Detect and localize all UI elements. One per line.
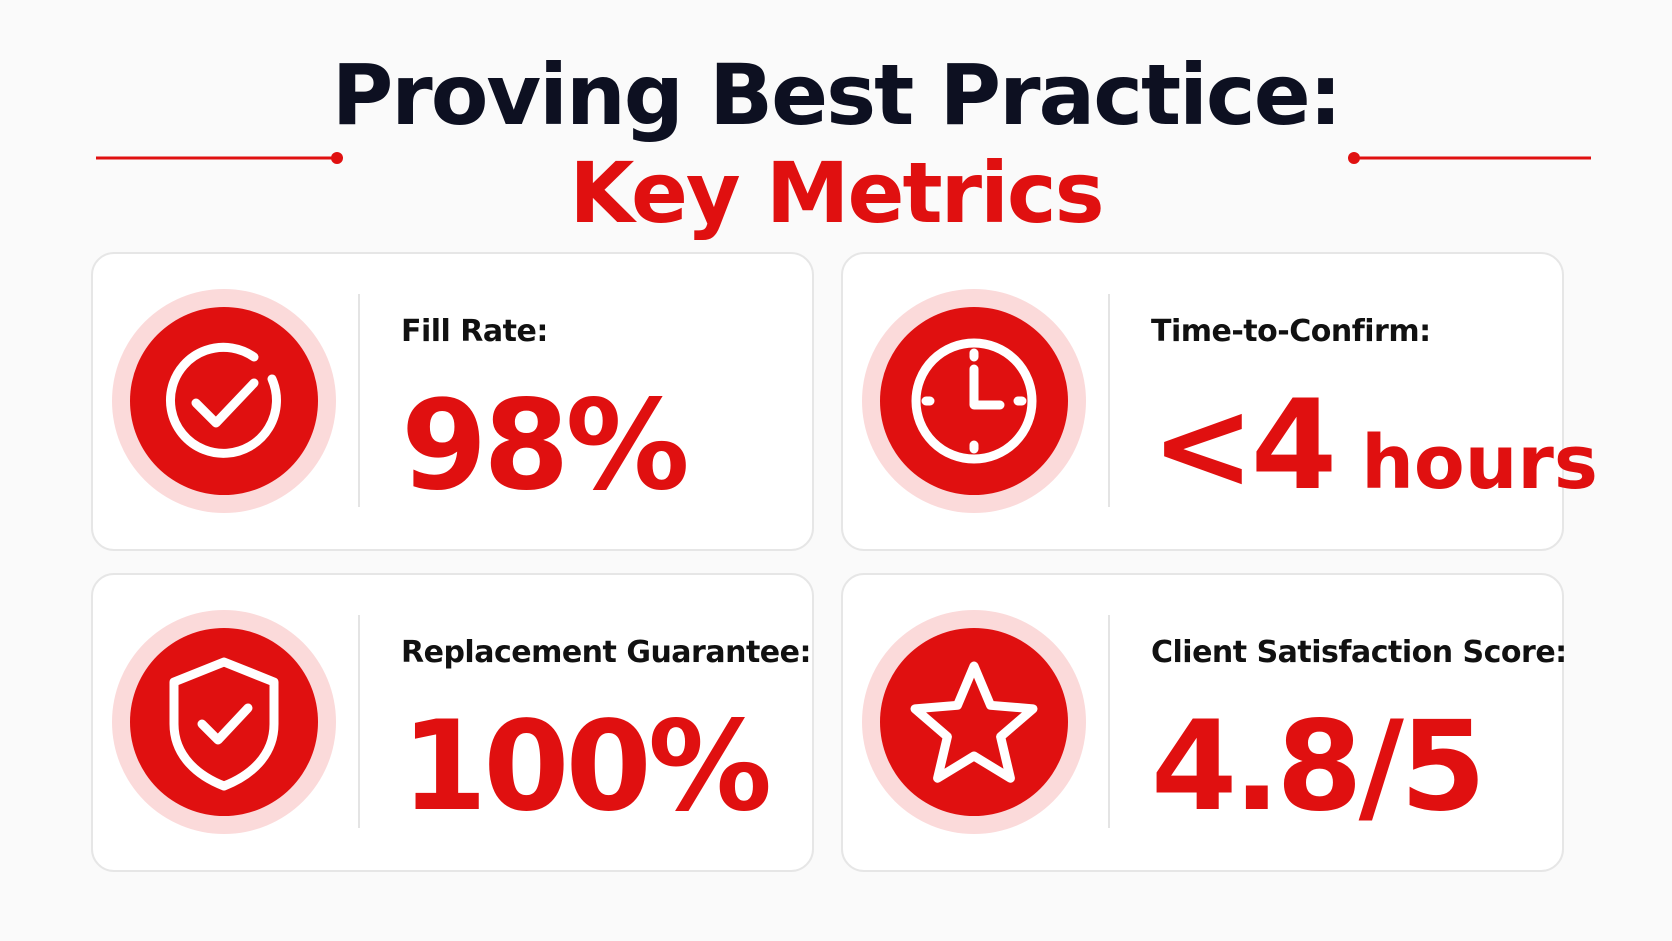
metric-label: Replacement Guarantee: <box>401 635 811 670</box>
icon-check <box>197 703 253 745</box>
metric-label: Time-to-Confirm: <box>1151 314 1431 349</box>
icon-star <box>910 661 1038 783</box>
metric-unit: hours <box>1361 420 1598 506</box>
icon-shield <box>169 657 279 791</box>
icon <box>169 657 279 791</box>
metric-label: Fill Rate: <box>401 314 548 349</box>
icon-disc <box>130 307 318 495</box>
subtitle: Key Metrics <box>569 144 1102 242</box>
metric-card: Fill Rate: 98% <box>91 252 814 551</box>
icon-disc <box>880 628 1068 816</box>
icon <box>910 661 1038 783</box>
icon-disc <box>130 628 318 816</box>
icon-ticks <box>921 348 1027 454</box>
title: Proving Best Practice: <box>332 46 1341 144</box>
icon-clock <box>911 338 1037 464</box>
metric-card: Time-to-Confirm: <4 hours <box>841 252 1598 551</box>
title-rules <box>96 152 1591 164</box>
metric-card: Replacement Guarantee: 100% <box>91 573 814 872</box>
icon-check <box>191 378 259 428</box>
metric-label: Client Satisfaction Score: <box>1151 635 1567 670</box>
icon <box>166 342 281 458</box>
icon <box>911 338 1037 464</box>
icon-ring <box>166 342 281 458</box>
icon-hands <box>969 364 1005 410</box>
metric-cards: Fill Rate: 98% Time-to-Confirm: <4 hours Repl… <box>91 252 1598 872</box>
metric-value: 100% <box>401 695 769 839</box>
metric-value: 98% <box>401 374 687 518</box>
metric-value: <4 <box>1151 374 1333 518</box>
metric-card: Client Satisfaction Score: 4.8/5 <box>841 573 1567 872</box>
metric-value: 4.8/5 <box>1151 695 1482 839</box>
